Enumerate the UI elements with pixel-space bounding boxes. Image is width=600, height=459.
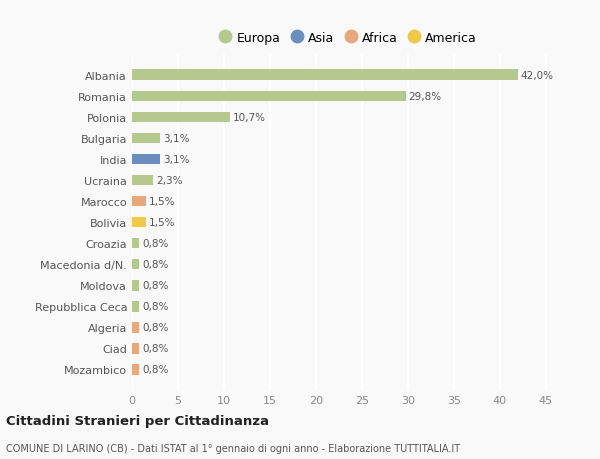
Bar xyxy=(132,91,406,102)
Bar xyxy=(132,218,146,228)
Bar xyxy=(132,70,518,81)
Bar xyxy=(132,259,139,270)
Text: 1,5%: 1,5% xyxy=(149,196,175,207)
Bar xyxy=(132,280,139,291)
Bar xyxy=(132,302,139,312)
Text: 29,8%: 29,8% xyxy=(409,92,442,101)
Text: 3,1%: 3,1% xyxy=(163,155,190,165)
Bar xyxy=(132,154,160,165)
Text: 0,8%: 0,8% xyxy=(142,323,169,333)
Text: Cittadini Stranieri per Cittadinanza: Cittadini Stranieri per Cittadinanza xyxy=(6,414,269,428)
Text: 42,0%: 42,0% xyxy=(521,71,554,80)
Legend: Europa, Asia, Africa, America: Europa, Asia, Africa, America xyxy=(215,28,481,48)
Text: 0,8%: 0,8% xyxy=(142,260,169,269)
Text: 2,3%: 2,3% xyxy=(156,176,182,185)
Text: 0,8%: 0,8% xyxy=(142,280,169,291)
Text: 0,8%: 0,8% xyxy=(142,365,169,375)
Bar xyxy=(132,175,153,186)
Text: COMUNE DI LARINO (CB) - Dati ISTAT al 1° gennaio di ogni anno - Elaborazione TUT: COMUNE DI LARINO (CB) - Dati ISTAT al 1°… xyxy=(6,443,460,453)
Bar xyxy=(132,322,139,333)
Text: 1,5%: 1,5% xyxy=(149,218,175,228)
Text: 10,7%: 10,7% xyxy=(233,112,266,123)
Bar xyxy=(132,238,139,249)
Bar xyxy=(132,112,230,123)
Text: 3,1%: 3,1% xyxy=(163,134,190,144)
Bar xyxy=(132,364,139,375)
Bar xyxy=(132,196,146,207)
Bar xyxy=(132,343,139,354)
Bar xyxy=(132,133,160,144)
Text: 0,8%: 0,8% xyxy=(142,239,169,249)
Text: 0,8%: 0,8% xyxy=(142,344,169,353)
Text: 0,8%: 0,8% xyxy=(142,302,169,312)
